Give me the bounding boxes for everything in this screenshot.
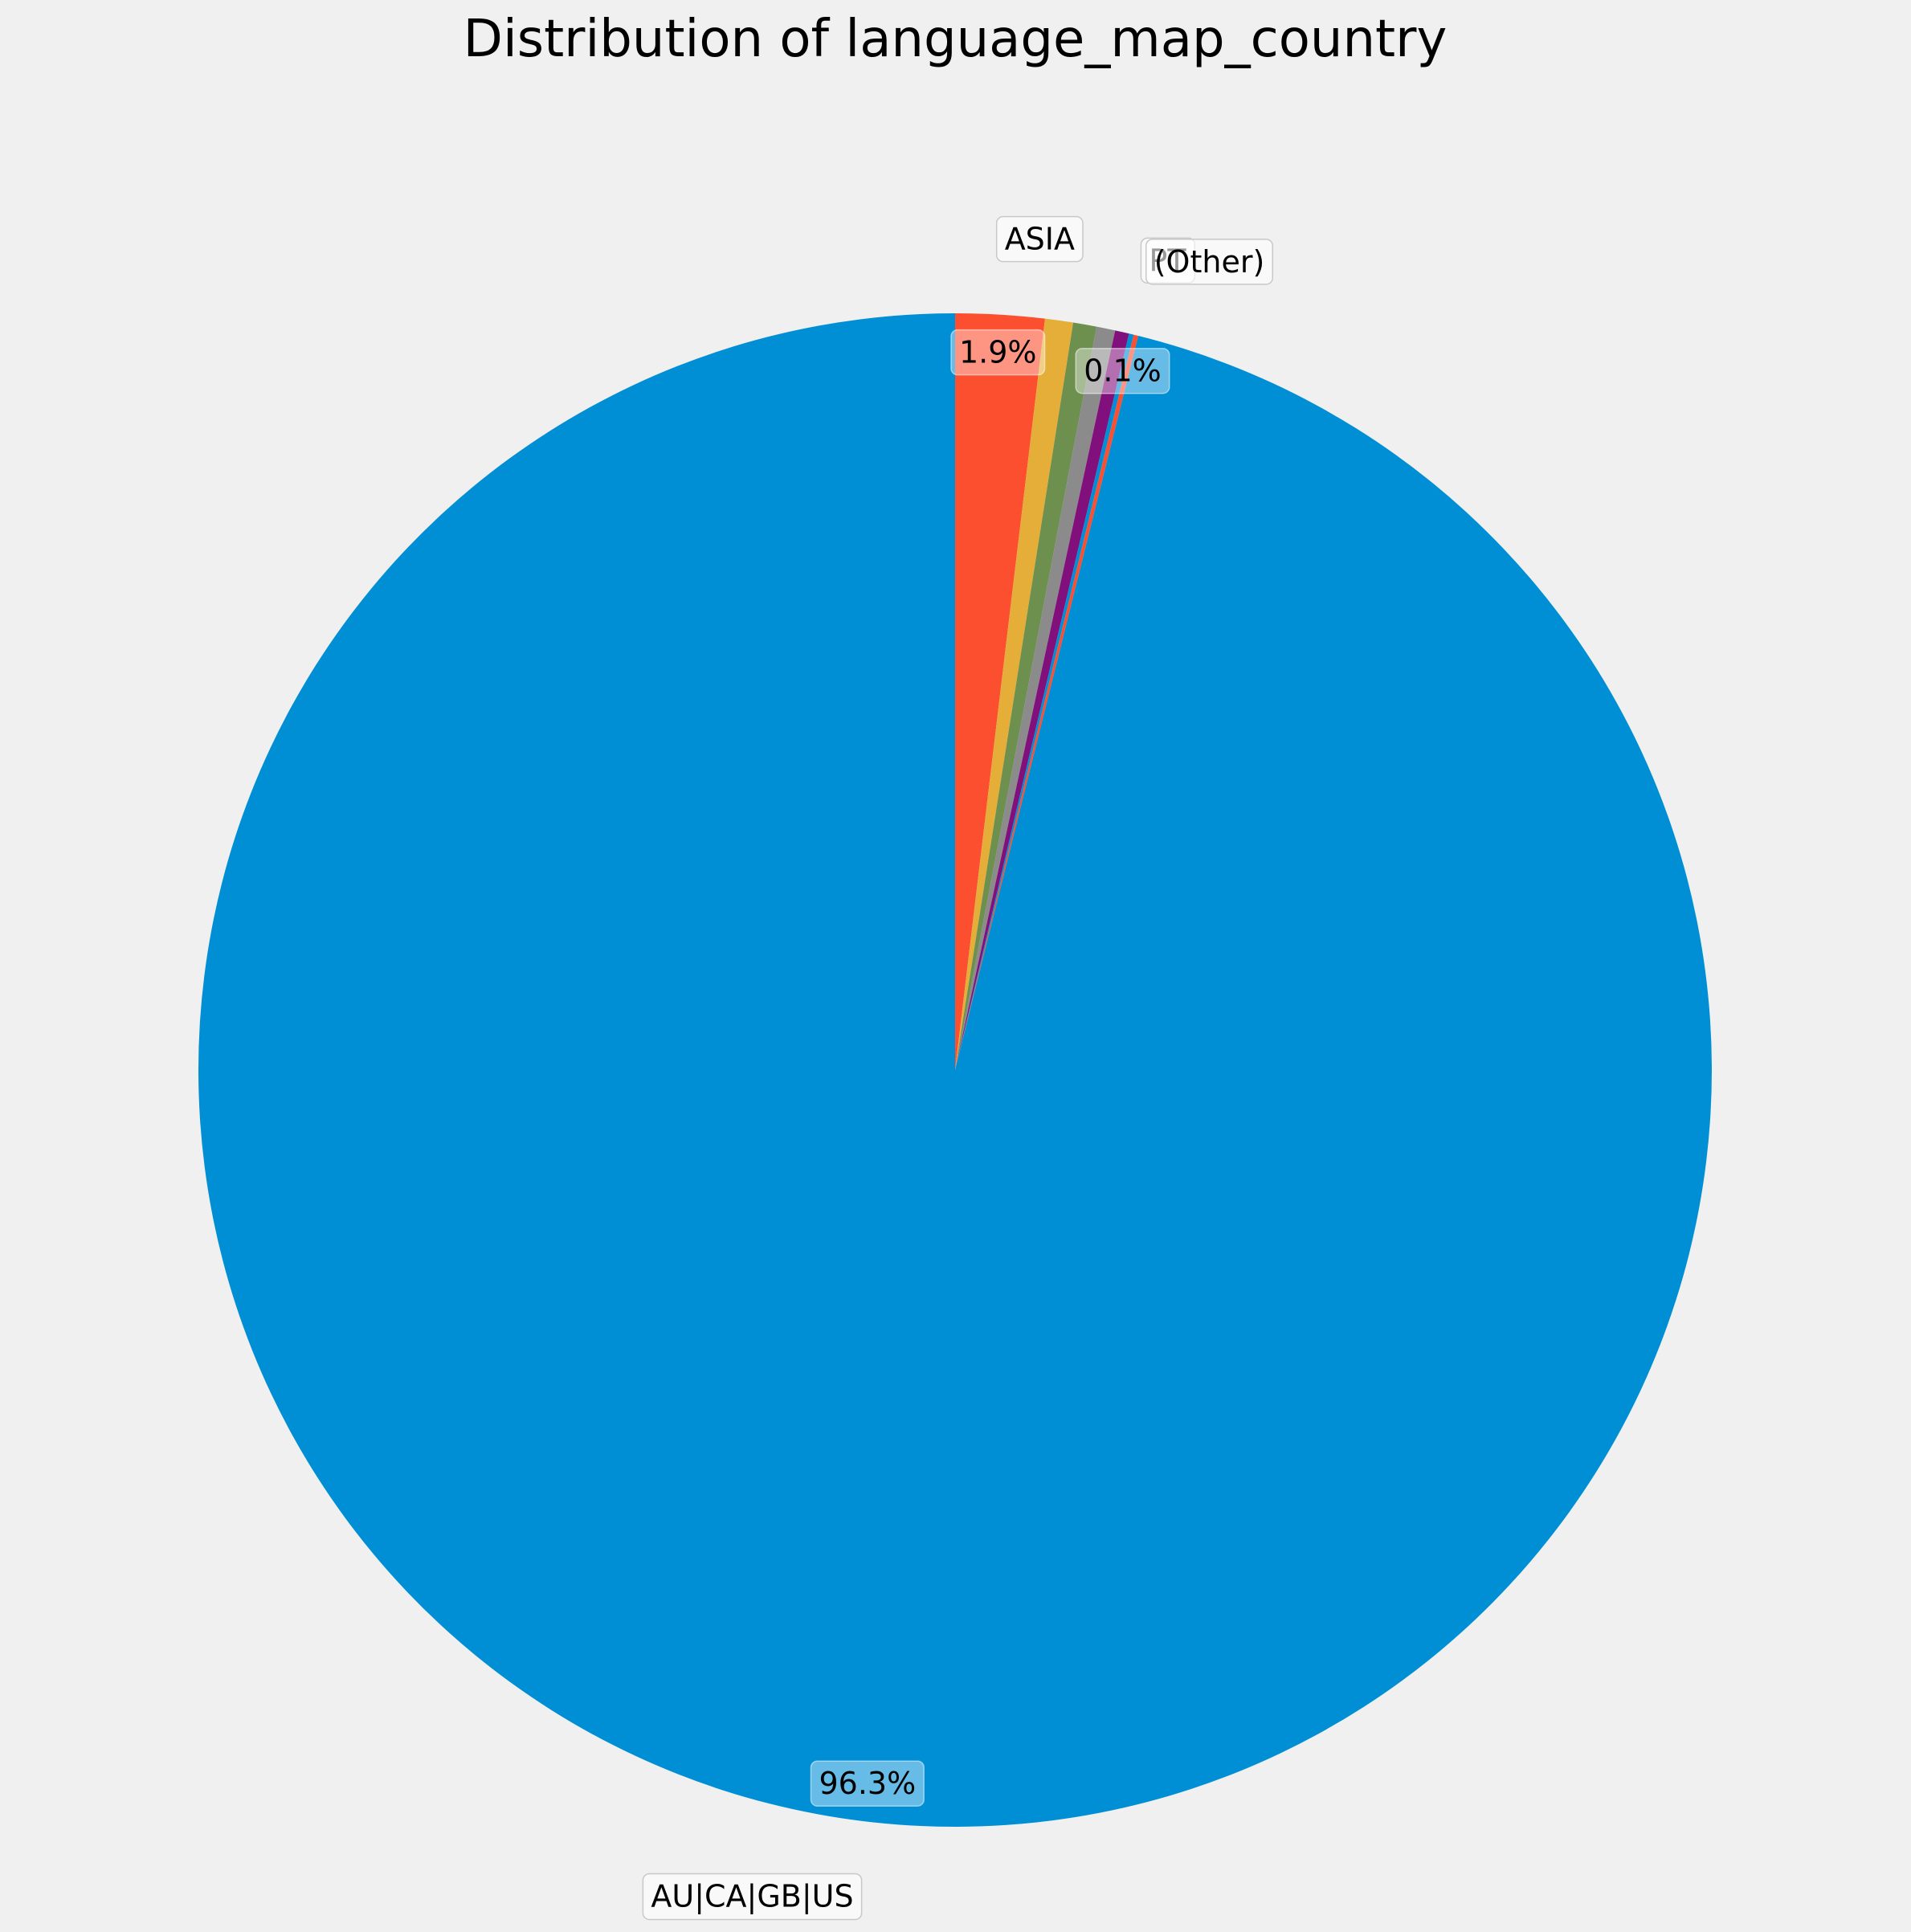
percent-label-asia: 1.9%: [959, 335, 1037, 370]
category-label-au-ca-gb-us-group: AU|CA|GB|US: [642, 1873, 863, 1921]
category-label-asia-box: [995, 215, 1084, 263]
percent-label-asia-group: 1.9%: [950, 329, 1046, 376]
pie-slice-slice-3: [955, 326, 1116, 1071]
category-label-asia-group: ASIA: [995, 215, 1084, 263]
pie-slice-au-ca-gb-us: [198, 313, 1713, 1827]
category-label-asia: ASIA: [1005, 222, 1075, 257]
category-label-au-ca-gb-us-box: [642, 1873, 863, 1921]
percent-label-au-ca-gb-us-group: 96.3%: [810, 1760, 925, 1807]
pie-slice-slice-2: [955, 322, 1097, 1071]
percent-label-asia-box: [950, 329, 1046, 376]
pie-slice-pt: [955, 333, 1134, 1070]
pie-slice-slice-1: [955, 318, 1074, 1071]
percent-label-pt-group: 0.1%: [1075, 347, 1170, 394]
category-label-other-box: [1145, 239, 1274, 285]
chart-title: Distribution of language_map_country: [463, 10, 1448, 69]
pie-slice-other: [955, 334, 1139, 1071]
pie-slice-slice-4: [955, 330, 1129, 1070]
percent-label-pt: 0.1%: [1084, 353, 1162, 389]
pie-slice-asia: [955, 313, 1045, 1070]
category-label-other: (Other): [1154, 244, 1265, 280]
pie-slices: [198, 313, 1713, 1827]
percent-label-au-ca-gb-us-box: [810, 1760, 925, 1807]
percent-label-pt-box: [1075, 347, 1170, 394]
percent-label-au-ca-gb-us: 96.3%: [819, 1766, 916, 1801]
category-label-au-ca-gb-us: AU|CA|GB|US: [651, 1878, 853, 1914]
category-label-other-group: (Other): [1145, 239, 1274, 285]
